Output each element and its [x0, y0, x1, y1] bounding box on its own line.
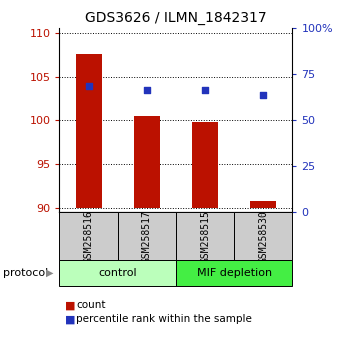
Title: GDS3626 / ILMN_1842317: GDS3626 / ILMN_1842317	[85, 11, 267, 24]
Bar	[59, 212, 118, 260]
Text: ■: ■	[65, 314, 75, 324]
Text: GSM258515: GSM258515	[200, 210, 210, 263]
Text: GSM258517: GSM258517	[142, 210, 152, 263]
Bar	[118, 212, 176, 260]
Point	[260, 92, 266, 98]
Bar	[75, 54, 102, 208]
Text: ■: ■	[65, 300, 75, 310]
Text: count: count	[76, 300, 106, 310]
Point	[86, 83, 91, 89]
Bar	[59, 260, 176, 286]
Bar	[234, 212, 292, 260]
Bar	[134, 116, 160, 208]
Text: MIF depletion: MIF depletion	[197, 268, 272, 278]
Bar	[192, 122, 218, 208]
Text: percentile rank within the sample: percentile rank within the sample	[76, 314, 252, 324]
Text: GSM258516: GSM258516	[84, 210, 94, 263]
Point	[202, 87, 208, 92]
Bar	[176, 260, 292, 286]
Text: protocol: protocol	[3, 268, 49, 278]
Text: ▶: ▶	[46, 268, 53, 278]
Text: control: control	[98, 268, 137, 278]
Bar	[176, 212, 234, 260]
Bar	[250, 201, 276, 208]
Point	[144, 87, 150, 92]
Text: GSM258530: GSM258530	[258, 210, 268, 263]
